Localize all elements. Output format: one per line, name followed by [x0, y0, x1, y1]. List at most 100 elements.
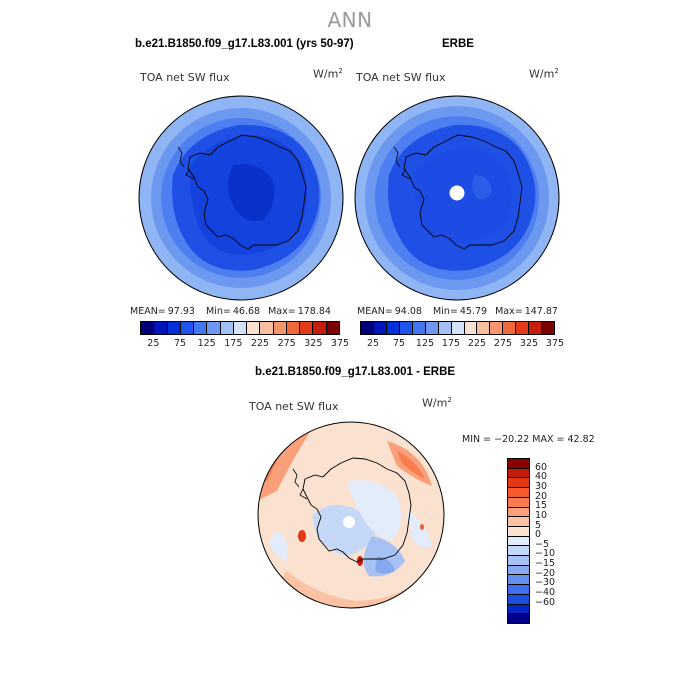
units-label-model: W/m2 [313, 67, 343, 81]
colorbar-ticks-obs: 25 75 125 175 225 275 325 375 [360, 338, 564, 350]
colorbar-tick-label: 75 [173, 338, 187, 349]
colorbar-difference [507, 458, 530, 624]
colorbar-tick-label: 75 [392, 338, 406, 349]
colorbar-tick-label: 375 [545, 338, 565, 349]
colorbar-swatches [140, 321, 340, 335]
colorbar-swatch [273, 322, 287, 334]
colorbar-tick-label: −30 [535, 577, 556, 589]
colorbar-swatch [141, 322, 155, 334]
panel-title-obs: ERBE [442, 38, 474, 50]
colorbar-swatch [508, 478, 529, 489]
colorbar-swatch [529, 322, 543, 334]
colorbar-tick-label: 225 [467, 338, 487, 349]
colorbar-tick-label: 125 [197, 338, 216, 349]
colorbar-swatch [508, 575, 529, 586]
colorbar-tick-label: 40 [535, 471, 548, 483]
colorbar-swatch [508, 536, 529, 547]
colorbar-swatch [508, 468, 529, 479]
colorbar-swatch [220, 322, 234, 334]
colorbar-obs [360, 321, 555, 335]
variable-label-diff: TOA net SW flux [249, 400, 339, 413]
colorbar-swatch [399, 322, 413, 334]
colorbar-swatch [508, 507, 529, 518]
colorbar-swatch [508, 526, 529, 537]
colorbar-swatch [425, 322, 439, 334]
colorbar-swatch [508, 614, 529, 623]
variable-label-model: TOA net SW flux [140, 71, 230, 84]
polar-map-obs [354, 95, 560, 301]
colorbar-tick-label: 275 [493, 338, 513, 349]
colorbar-tick-label: −60 [535, 596, 556, 608]
colorbar-model [140, 321, 340, 335]
colorbar-tick-label: 25 [147, 338, 160, 349]
colorbar-swatch [260, 322, 274, 334]
colorbar-swatch [300, 322, 314, 334]
colorbar-swatch [326, 322, 339, 334]
colorbar-swatch [386, 322, 400, 334]
colorbar-tick-label: 175 [224, 338, 243, 349]
colorbar-tick-label: −15 [535, 558, 556, 570]
colorbar-tick-label: 325 [304, 338, 323, 349]
polar-map-model [138, 95, 344, 301]
colorbar-swatch [508, 488, 529, 498]
colorbar-swatch [313, 322, 327, 334]
colorbar-swatch [542, 322, 555, 334]
colorbar-swatch [207, 322, 221, 334]
colorbar-swatch [503, 322, 517, 334]
colorbar-tick-label: 0 [535, 529, 542, 541]
colorbar-swatch [247, 322, 261, 334]
units-label-obs: W/m2 [529, 67, 559, 81]
colorbar-tick-label: −5 [535, 538, 550, 550]
antarctica-coastline [403, 134, 523, 250]
colorbar-swatches [360, 321, 555, 335]
stats-model: MEAN= 97.93 Min= 46.68 Max= 178.84 [130, 306, 331, 317]
colorbar-swatch [490, 322, 504, 334]
colorbar-tick-label: 275 [277, 338, 296, 349]
colorbar-swatch [508, 517, 529, 527]
colorbar-swatch [464, 322, 478, 334]
colorbar-tick-label: 225 [250, 338, 270, 349]
colorbar-swatch [508, 459, 529, 469]
colorbar-swatch [508, 565, 529, 576]
colorbar-tick-label: 25 [366, 338, 380, 349]
colorbar-ticks-model: 25 75 125 175 225 275 325 375 [140, 338, 349, 350]
colorbar-tick-label: 15 [535, 500, 548, 512]
colorbar-tick-label: 30 [535, 480, 548, 492]
colorbar-swatch [154, 322, 168, 334]
stats-obs: MEAN= 94.08 Min= 45.79 Max= 147.87 [357, 306, 558, 317]
colorbar-tick-label: −20 [535, 567, 556, 579]
colorbar-tick-label: 325 [519, 338, 539, 349]
colorbar-swatches [507, 458, 530, 624]
colorbar-swatch [373, 322, 387, 334]
antarctica-coastline [187, 134, 307, 250]
colorbar-tick-label: 375 [330, 338, 350, 349]
colorbar-tick-label: −40 [535, 587, 556, 599]
panel-title-diff: b.e21.B1850.f09_g17.L83.001 - ERBE [255, 366, 456, 378]
colorbar-swatch [180, 322, 195, 334]
colorbar-tick-label: 60 [535, 461, 548, 473]
colorbar-swatch [477, 322, 491, 334]
colorbar-swatch [508, 594, 529, 605]
colorbar-swatch [167, 322, 181, 334]
main-title: ANN [327, 8, 373, 32]
colorbar-swatch [286, 322, 301, 334]
stats-diff: MIN = −20.22 MAX = 42.82 [462, 434, 595, 445]
colorbar-swatch [508, 604, 529, 615]
colorbar-tick-label: 5 [535, 519, 542, 531]
colorbar-tick-label: −10 [535, 548, 556, 560]
units-label-diff: W/m2 [422, 396, 452, 410]
colorbar-swatch [233, 322, 248, 334]
colorbar-swatch [438, 322, 452, 334]
colorbar-swatch [508, 585, 529, 595]
colorbar-tick-label: 125 [415, 338, 435, 349]
colorbar-tick-label: 175 [441, 338, 461, 349]
colorbar-tick-label: 20 [535, 490, 548, 502]
colorbar-ticks-difference: 60 40 30 20 15 10 5 0 −5 −10 −15 −20 −30 −40 −60 [535, 458, 575, 622]
colorbar-tick-label: 10 [535, 509, 548, 521]
colorbar-swatch [451, 322, 465, 334]
polar-map-difference [257, 421, 445, 609]
colorbar-swatch [361, 322, 374, 334]
colorbar-swatch [412, 322, 426, 334]
colorbar-swatch [516, 322, 530, 334]
colorbar-swatch [508, 546, 529, 557]
